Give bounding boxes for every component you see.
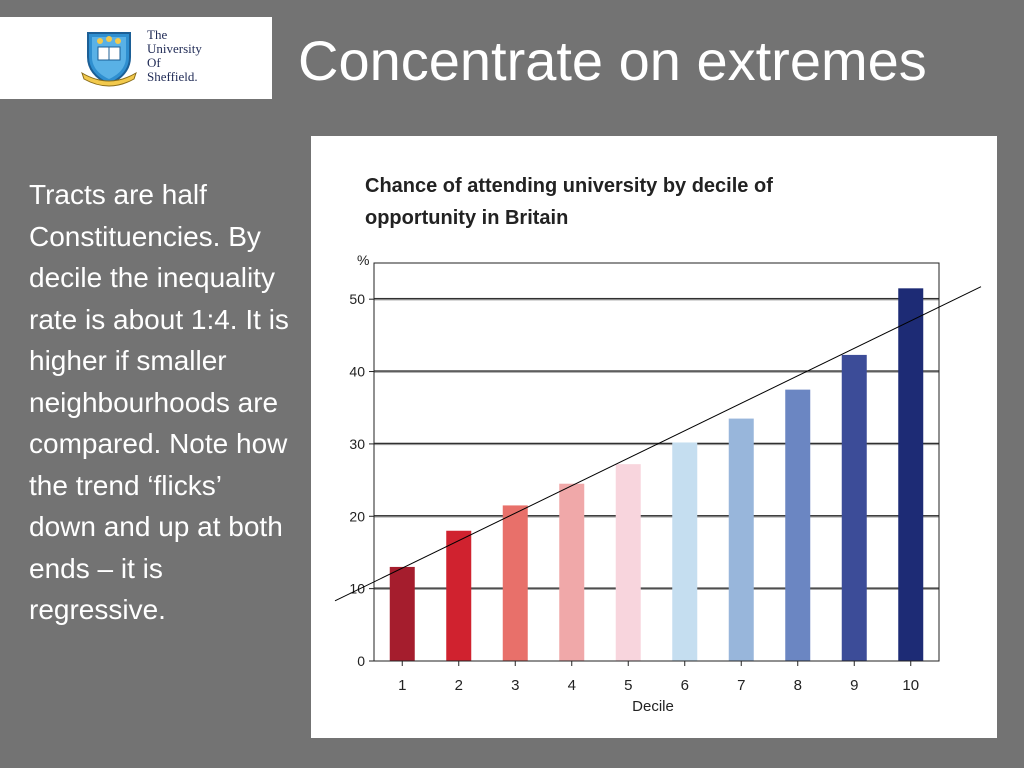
y-tick-label: 10 <box>349 581 365 597</box>
university-logo: The University Of Sheffield. <box>0 17 272 99</box>
x-tick-label: 9 <box>850 677 858 694</box>
y-tick-label: 30 <box>349 436 365 452</box>
bar-decile-5 <box>615 464 641 661</box>
university-crest-icon <box>81 32 137 87</box>
x-tick-label: 1 <box>398 677 406 694</box>
y-tick-label: 20 <box>349 508 365 524</box>
university-wordmark: The University Of Sheffield. <box>147 28 202 84</box>
bar-decile-4 <box>559 483 585 661</box>
x-tick-label: 7 <box>737 677 745 694</box>
y-axis-label: % <box>357 252 369 268</box>
slide-title: Concentrate on extremes <box>298 29 927 92</box>
x-tick-label: 2 <box>455 677 463 694</box>
bar-decile-2 <box>446 530 472 661</box>
wordmark-line: The <box>147 27 168 42</box>
axes <box>369 262 940 666</box>
x-tick-label: 3 <box>511 677 519 694</box>
trend-line <box>334 286 982 602</box>
x-tick-label: 4 <box>568 677 576 694</box>
slide-body-text: Tracts are half Constituencies. By decil… <box>29 179 289 625</box>
x-tick-label: 10 <box>902 677 919 694</box>
x-tick-label: 5 <box>624 677 632 694</box>
wordmark-line: Of <box>147 55 161 70</box>
bar-decile-1 <box>389 566 415 661</box>
chart-title: Chance of attending university by decile… <box>365 175 773 229</box>
x-tick-label: 8 <box>794 677 802 694</box>
bars <box>389 288 924 661</box>
x-tick-label: 6 <box>681 677 689 694</box>
chart-panel: Chance of attending university by decile… <box>311 136 997 738</box>
wordmark-line: Sheffield. <box>147 69 198 84</box>
bar-decile-9 <box>841 354 867 661</box>
bar-decile-7 <box>728 418 754 661</box>
y-tick-label: 40 <box>349 364 365 380</box>
y-tick-label: 0 <box>357 653 365 669</box>
bar-decile-8 <box>785 389 811 661</box>
bar-decile-3 <box>502 505 528 661</box>
tick-labels: 0 10 20 30 40 50 1 2 3 4 5 6 7 8 9 10 <box>349 291 919 694</box>
bar-decile-6 <box>672 442 698 661</box>
bar-decile-10 <box>898 288 924 661</box>
bar-chart: 0 10 20 30 40 50 1 2 3 4 5 6 7 8 9 10 % Decile <box>334 252 982 715</box>
x-axis-label: Decile <box>632 698 674 715</box>
y-tick-label: 50 <box>349 291 365 307</box>
wordmark-line: University <box>147 41 202 56</box>
plot-frame <box>373 262 940 662</box>
